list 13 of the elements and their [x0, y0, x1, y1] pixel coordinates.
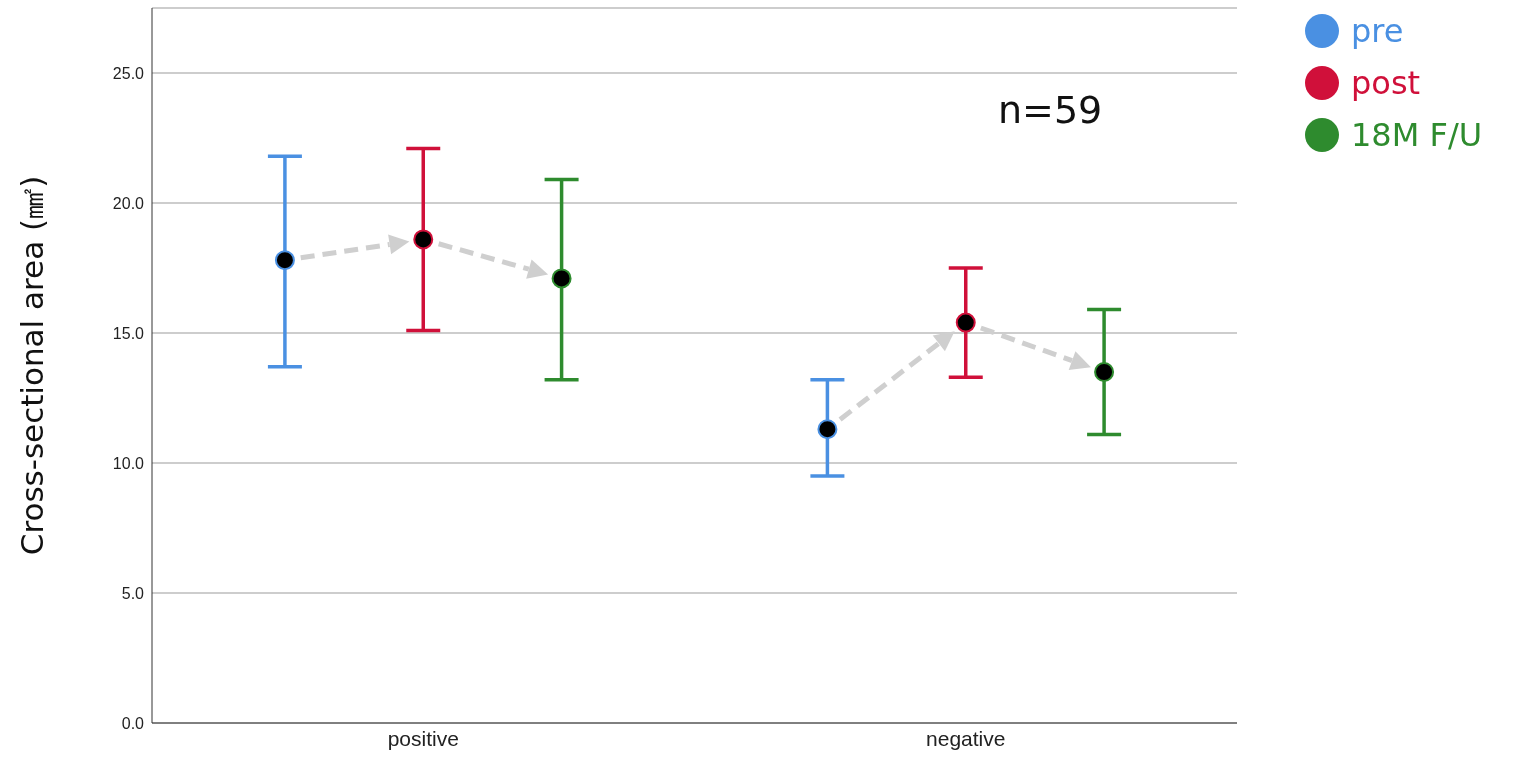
y-tick-label: 20.0 — [112, 194, 145, 212]
text: pre — [1351, 12, 1404, 50]
y-axis-title: Cross-sectional area (㎟) — [14, 175, 51, 556]
y-tick-label: 0.0 — [121, 714, 145, 732]
y-tick-label: 10.0 — [112, 454, 145, 472]
y-tick-label: 5.0 — [121, 584, 145, 602]
text: 18M F/U — [1351, 116, 1483, 154]
annotation: n=59 — [998, 88, 1103, 132]
x-tick-label: positive — [387, 726, 459, 750]
y-tick-label: 25.0 — [112, 64, 145, 82]
text: post — [1351, 64, 1421, 102]
x-tick-label: negative — [926, 726, 1006, 750]
y-tick-label: 15.0 — [112, 324, 145, 342]
